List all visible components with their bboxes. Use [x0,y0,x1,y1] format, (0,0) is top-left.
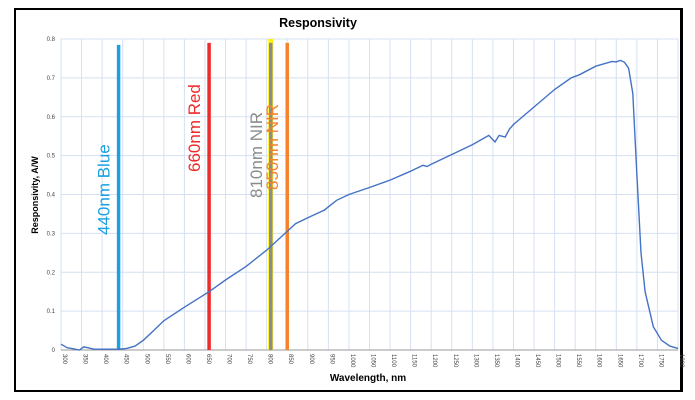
x-tick-label: 1000 [349,354,355,368]
x-tick-label: 950 [328,354,334,365]
x-tick-label: 1550 [575,354,581,368]
responsivity-curve [60,59,679,351]
x-tick-label: 1700 [637,354,643,368]
x-tick-label: 1800 [678,354,684,368]
x-tick-label: 1400 [513,354,519,368]
marker-label: 660nm Red [185,84,204,172]
y-tick-label: 0.2 [47,270,56,276]
x-tick-label: 1250 [452,354,458,368]
x-tick-label: 1350 [493,354,499,368]
x-tick-label: 750 [246,354,252,365]
y-tick-labels: 0 0.1 0.2 0.3 0.4 0.5 0.6 0.7 0.8 [47,37,56,354]
x-tick-label: 1650 [616,354,622,368]
x-tick-label: 1300 [472,354,478,368]
x-tick-label: 600 [184,354,190,365]
y-tick-label: 0 [52,348,56,354]
x-axis-label: Wavelength, nm [330,373,406,384]
x-tick-label: 450 [123,354,129,365]
x-tick-label: 650 [205,354,211,365]
x-tick-label: 1050 [370,354,376,368]
y-tick-label: 0.8 [47,37,56,43]
marker-label: 810nm NIR [247,112,266,198]
x-tick-labels: 300 350 400 450 500 550 600 650 700 750 800 850 900 9… [61,354,684,368]
y-tick-label: 0.7 [47,76,56,82]
x-tick-label: 350 [82,354,88,365]
chart-frame [14,8,683,392]
grid [60,38,679,351]
x-tick-label: 300 [61,354,67,365]
x-tick-label: 1150 [411,354,417,368]
x-tick-label: 1600 [596,354,602,368]
x-tick-label: 1100 [390,354,396,368]
x-tick-label: 1750 [657,354,663,368]
x-tick-label: 500 [143,354,149,365]
y-tick-label: 0.3 [47,231,56,237]
y-tick-label: 0.5 [47,154,56,160]
x-tick-label: 1200 [431,354,437,368]
x-tick-label: 400 [102,354,108,365]
x-tick-label: 850 [287,354,293,365]
chart-title: Responsivity [279,16,357,30]
y-tick-label: 0.6 [47,115,56,121]
marker-label: 850nm NIR [263,104,282,190]
marker-label: 440nm Blue [95,144,114,235]
y-tick-label: 0.4 [47,193,56,199]
y-tick-label: 0.1 [47,309,56,315]
y-axis-label: Responsivity, A/W [30,156,40,234]
x-tick-label: 700 [226,354,232,365]
x-tick-label: 550 [164,354,170,365]
x-tick-label: 1450 [534,354,540,368]
x-tick-label: 800 [267,354,273,365]
x-tick-label: 900 [308,354,314,365]
x-tick-label: 1500 [555,354,561,368]
